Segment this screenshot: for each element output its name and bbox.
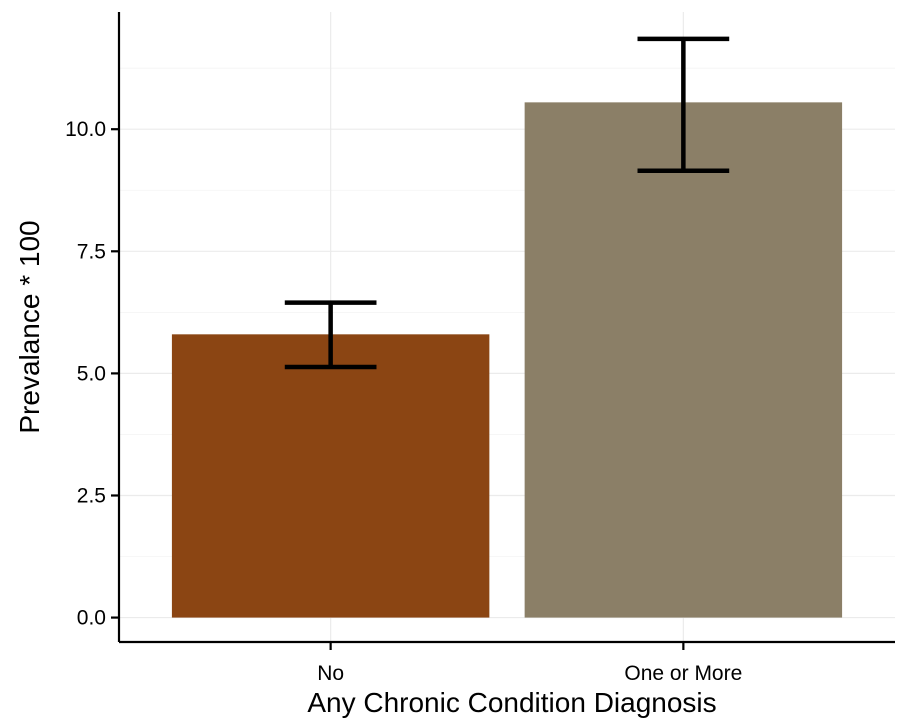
error-bars: [284, 36, 730, 370]
y-tick-label: 10.0: [65, 118, 106, 141]
error-bar: [284, 300, 377, 370]
bar-one-or-more: [524, 102, 843, 618]
y-tick-label: 7.5: [77, 240, 106, 263]
axes: 0.0 2.5 5.0 7.5 10.0 No One or More: [65, 12, 895, 685]
bar-no: [171, 334, 490, 618]
error-bar: [637, 36, 730, 173]
x-tick-label: One or More: [624, 662, 742, 685]
x-axis-title: Any Chronic Condition Diagnosis: [307, 687, 716, 718]
y-tick-label: 5.0: [77, 362, 106, 385]
bars: [171, 102, 843, 618]
x-tick-label: No: [317, 662, 344, 685]
y-axis-title: Prevalance * 100: [14, 220, 45, 433]
y-tick-label: 2.5: [77, 484, 106, 507]
y-tick-label: 0.0: [77, 607, 106, 630]
labels: Any Chronic Condition Diagnosis Prevalan…: [14, 220, 717, 718]
